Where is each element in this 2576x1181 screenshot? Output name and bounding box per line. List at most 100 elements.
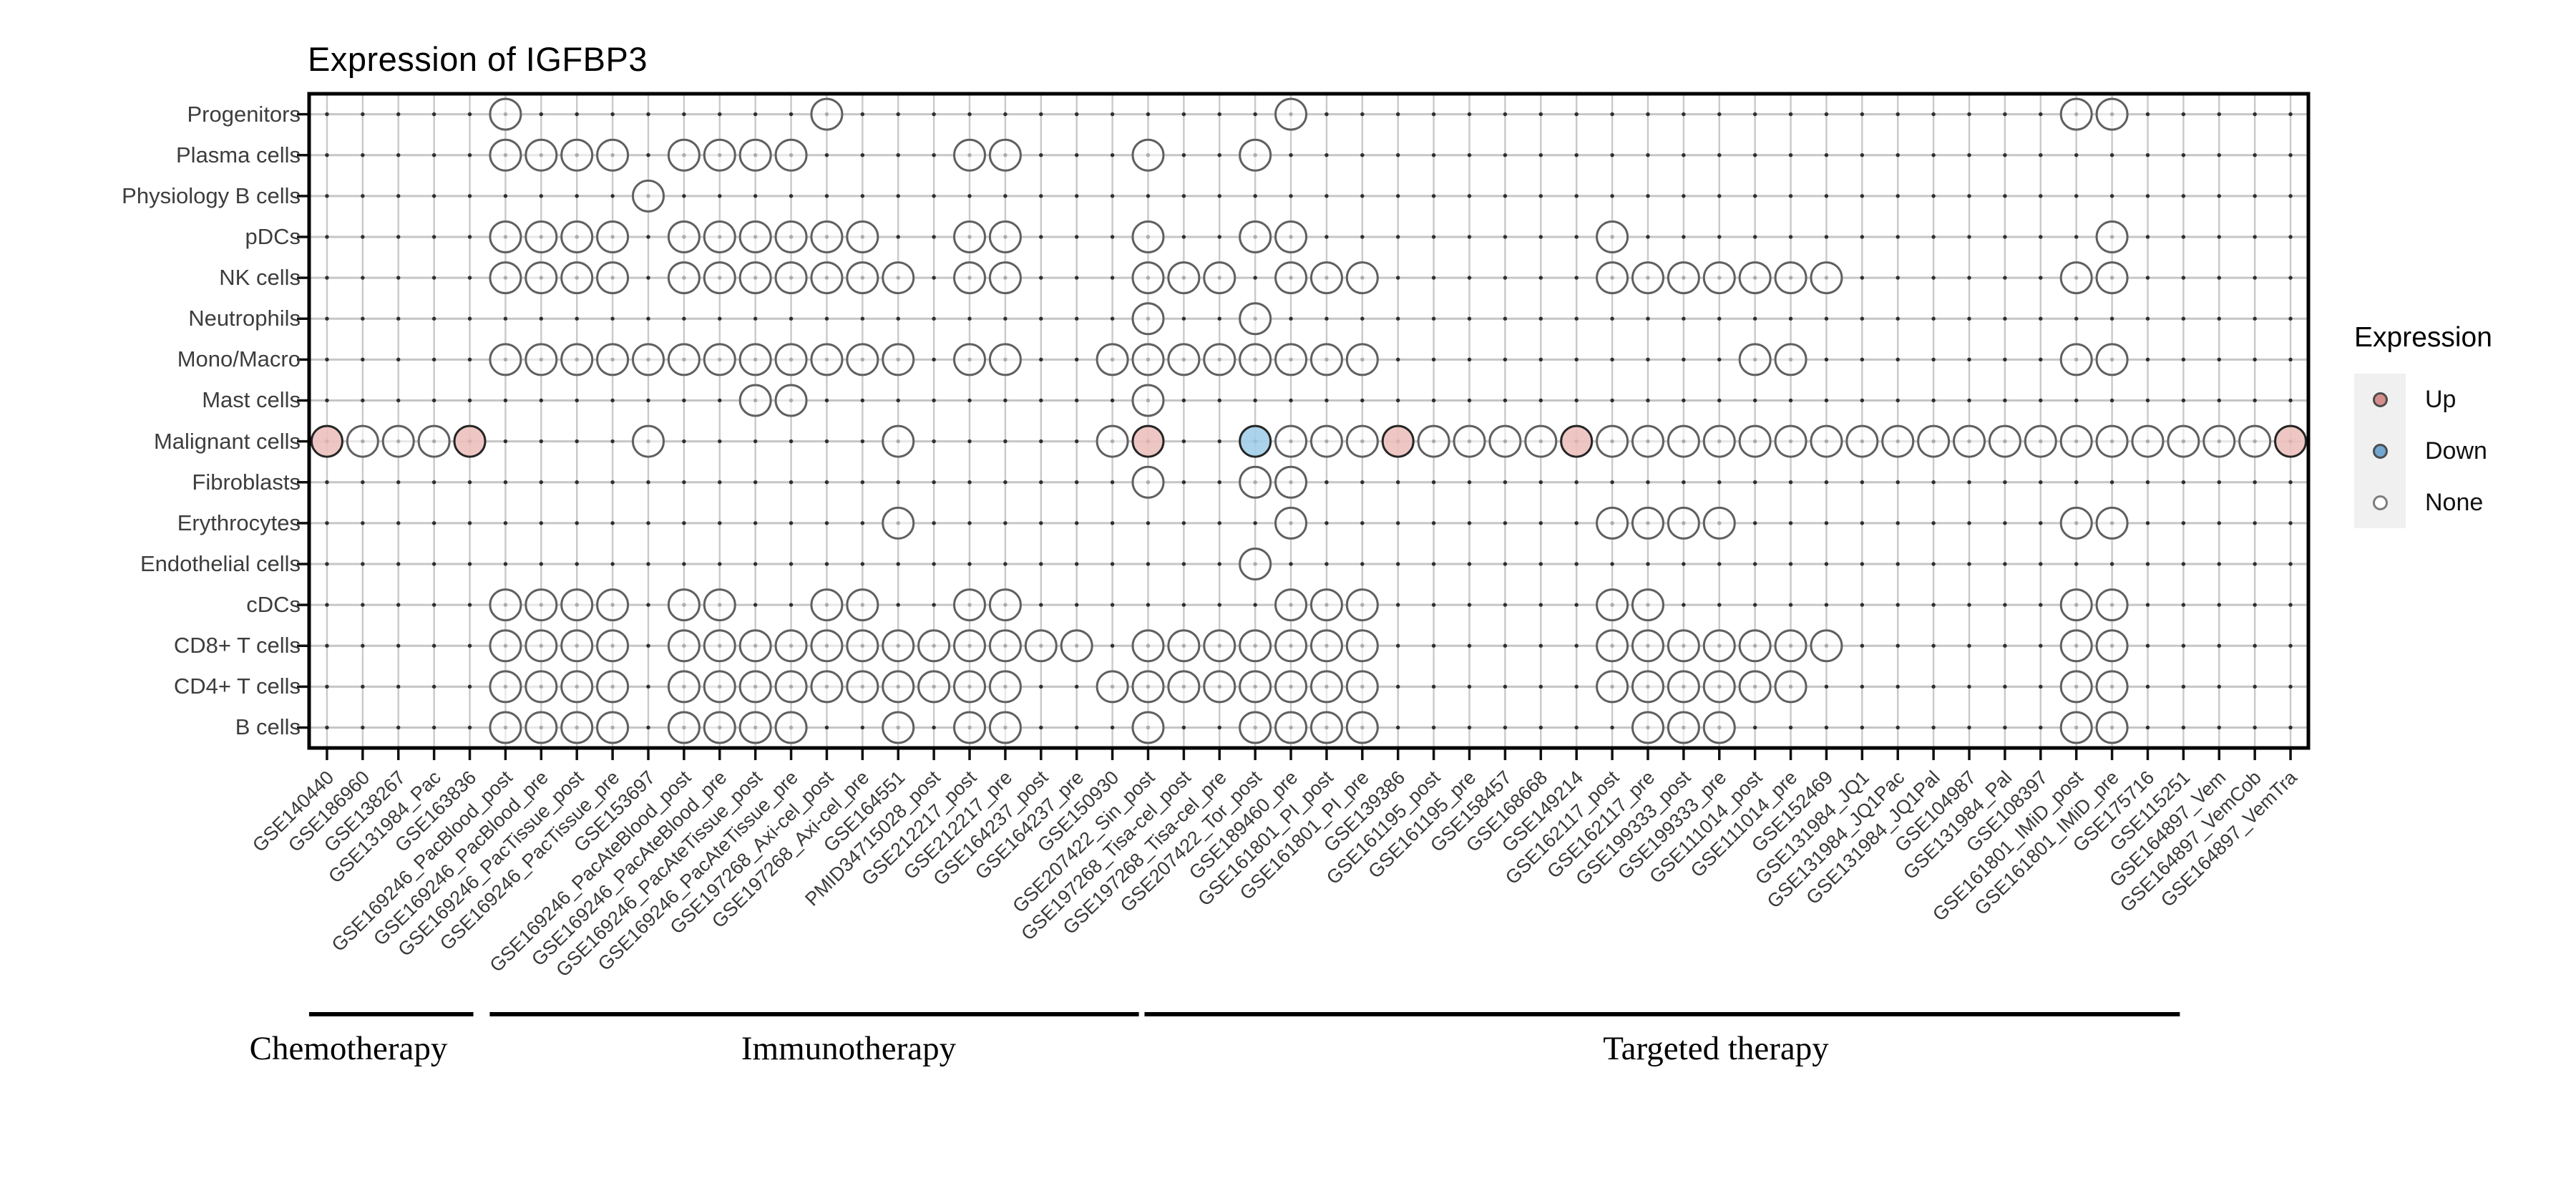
expression-dot xyxy=(1167,261,1201,295)
expression-dot xyxy=(882,424,915,458)
expression-dot xyxy=(1881,424,1915,458)
legend-item-label: None xyxy=(2425,488,2484,516)
expression-dot xyxy=(1596,261,1629,295)
expression-dot xyxy=(1774,261,1807,295)
expression-dot xyxy=(774,343,808,376)
expression-dot xyxy=(1810,261,1843,295)
expression-dot xyxy=(1381,424,1415,458)
expression-dot xyxy=(1203,261,1236,295)
expression-dot xyxy=(1096,424,1129,458)
expression-dot xyxy=(1309,629,1343,663)
expression-dot xyxy=(1667,670,1700,704)
expression-dot xyxy=(917,629,951,663)
expression-dot xyxy=(703,220,736,253)
expression-dot xyxy=(2059,588,2093,622)
group-label-chemotherapy: Chemotherapy xyxy=(249,1030,448,1067)
expression-dot xyxy=(1738,343,1772,376)
expression-dot xyxy=(667,220,701,253)
expression-dot xyxy=(810,97,844,131)
expression-dot xyxy=(1631,506,1664,540)
expression-dot xyxy=(596,588,630,622)
expression-dot xyxy=(1096,343,1129,376)
expression-dot xyxy=(810,261,844,295)
expression-dot xyxy=(1239,465,1272,499)
expression-dot xyxy=(917,670,951,704)
expression-dot xyxy=(882,506,915,540)
expression-dot xyxy=(1239,424,1272,458)
expression-dot xyxy=(1345,711,1379,744)
expression-dot xyxy=(1131,465,1165,499)
expression-dot xyxy=(596,343,630,376)
expression-dot xyxy=(1774,629,1807,663)
expression-dot xyxy=(2059,506,2093,540)
expression-dot xyxy=(560,138,594,172)
group-label-immunotherapy: Immunotherapy xyxy=(741,1030,957,1067)
expression-dot xyxy=(2131,424,2165,458)
legend-key-down xyxy=(2354,425,2406,477)
expression-dot xyxy=(631,424,665,458)
expression-dot xyxy=(774,670,808,704)
expression-dot xyxy=(810,588,844,622)
expression-dot xyxy=(1131,138,1165,172)
expression-dot xyxy=(1131,343,1165,376)
expression-dot xyxy=(953,138,987,172)
expression-dot xyxy=(1953,424,1986,458)
expression-dot xyxy=(667,629,701,663)
expression-dot xyxy=(1239,138,1272,172)
expression-dot xyxy=(1309,711,1343,744)
expression-dot xyxy=(988,343,1022,376)
expression-dot xyxy=(953,261,987,295)
expression-dot xyxy=(1309,588,1343,622)
legend-item-label: Up xyxy=(2425,385,2457,413)
expression-dot xyxy=(1524,424,1558,458)
expression-dot xyxy=(489,588,522,622)
expression-dot xyxy=(667,138,701,172)
expression-dot xyxy=(560,711,594,744)
expression-dot xyxy=(738,670,772,704)
expression-dot xyxy=(738,220,772,253)
expression-dot xyxy=(1738,261,1772,295)
expression-dot xyxy=(1274,261,1308,295)
expression-dot xyxy=(2095,424,2129,458)
expression-dot xyxy=(1667,424,1700,458)
expression-dot xyxy=(1702,424,1736,458)
expression-dot xyxy=(1345,670,1379,704)
y-axis-label: Mast cells xyxy=(202,387,301,413)
expression-dot xyxy=(310,424,343,458)
expression-dot xyxy=(560,261,594,295)
down-dot-icon xyxy=(2372,443,2388,459)
expression-dot xyxy=(810,343,844,376)
y-axis-label: Fibroblasts xyxy=(192,469,301,495)
expression-dot xyxy=(1274,506,1308,540)
expression-dot xyxy=(381,424,415,458)
y-axis-label: Neutrophils xyxy=(188,306,301,331)
expression-dot xyxy=(2059,424,2093,458)
expression-dot xyxy=(1131,670,1165,704)
y-axis-label: Erythrocytes xyxy=(177,510,301,535)
expression-dot xyxy=(489,711,522,744)
expression-dot xyxy=(489,343,522,376)
y-axis-label: Malignant cells xyxy=(153,428,301,454)
expression-dot xyxy=(1631,711,1664,744)
expression-dot xyxy=(703,711,736,744)
expression-dot xyxy=(1024,629,1058,663)
expression-dot xyxy=(1667,711,1700,744)
expression-dot xyxy=(1203,343,1236,376)
y-axis-label: Endothelial cells xyxy=(140,550,301,576)
expression-dot xyxy=(560,588,594,622)
legend-item-label: Down xyxy=(2425,437,2487,465)
expression-dot xyxy=(1309,261,1343,295)
expression-dot xyxy=(846,261,879,295)
y-axis-label: NK cells xyxy=(219,265,301,291)
y-axis-label: pDCs xyxy=(245,223,301,249)
expression-dot xyxy=(988,670,1022,704)
expression-dot xyxy=(596,629,630,663)
expression-dot xyxy=(846,670,879,704)
expression-dot xyxy=(846,343,879,376)
expression-dot xyxy=(1131,384,1165,417)
expression-dot xyxy=(846,220,879,253)
expression-dot xyxy=(1239,711,1272,744)
expression-dot xyxy=(1596,670,1629,704)
expression-dot xyxy=(1345,629,1379,663)
expression-dot xyxy=(1203,670,1236,704)
